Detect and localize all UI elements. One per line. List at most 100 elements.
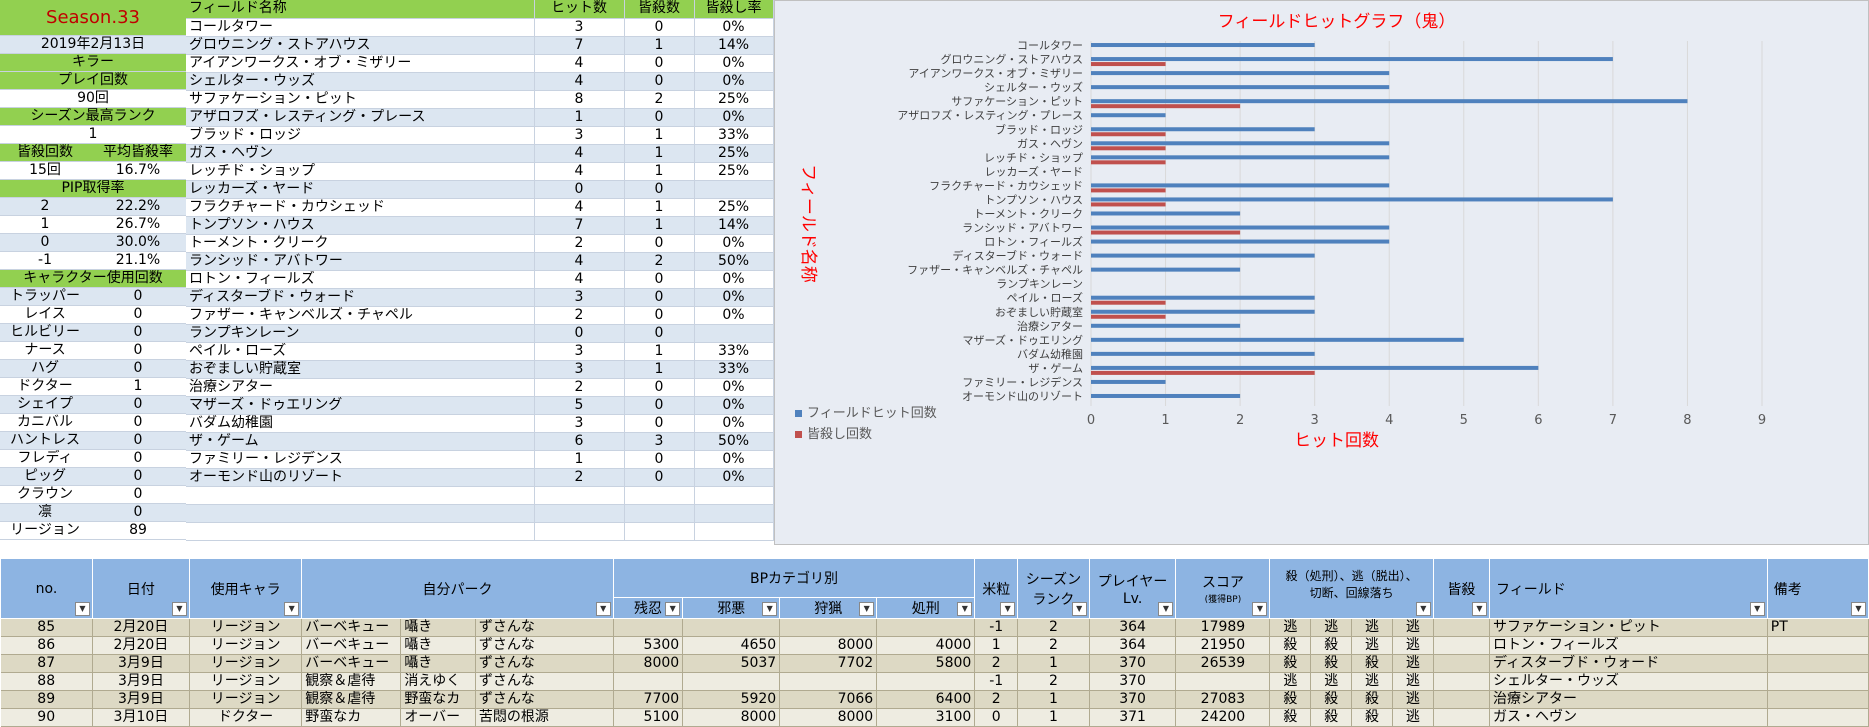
log-bp-hunter[interactable]: 8000 (779, 636, 878, 655)
log-bp-brutality[interactable] (613, 618, 684, 637)
log-char[interactable]: リージョン (189, 672, 303, 691)
log-result[interactable]: 殺 (1269, 708, 1312, 727)
log-no[interactable]: 85 (0, 618, 93, 637)
log-result[interactable]: 逃 (1392, 708, 1434, 727)
log-no[interactable]: 87 (0, 654, 93, 673)
log-no[interactable]: 90 (0, 708, 93, 727)
log-score[interactable]: 21950 (1175, 636, 1271, 655)
log-rank[interactable]: 1 (1017, 654, 1090, 673)
col-bp-sacrifice[interactable]: 処刑 ▼ (876, 597, 976, 619)
log-perk[interactable]: 野蛮なカ (301, 708, 402, 727)
col-lv[interactable]: プレイヤーLv. ▼ (1088, 558, 1177, 619)
log-result[interactable]: 逃 (1392, 636, 1434, 655)
log-perk[interactable]: 囁き (400, 636, 476, 655)
log-pip[interactable]: 0 (974, 708, 1019, 727)
log-bp-hunter[interactable] (779, 618, 878, 637)
log-pip[interactable]: -1 (974, 672, 1019, 691)
log-bp-sacrifice[interactable] (876, 672, 976, 691)
log-perk[interactable]: オーバー (400, 708, 476, 727)
log-result[interactable]: 殺 (1351, 654, 1393, 673)
col-field[interactable]: フィールド ▼ (1488, 558, 1768, 619)
filter-dropdown-icon[interactable]: ▼ (1071, 602, 1087, 616)
log-result[interactable]: 殺 (1269, 654, 1312, 673)
log-bp-sacrifice[interactable] (876, 618, 976, 637)
log-perk[interactable]: バーベキュー (301, 654, 402, 673)
filter-dropdown-icon[interactable]: ▼ (171, 602, 187, 616)
log-score[interactable]: 27083 (1175, 690, 1271, 709)
log-lv[interactable]: 370 (1089, 672, 1177, 691)
filter-dropdown-icon[interactable]: ▼ (1000, 602, 1016, 616)
log-lv[interactable]: 371 (1089, 708, 1177, 727)
log-no[interactable]: 86 (0, 636, 93, 655)
filter-dropdown-icon[interactable]: ▼ (74, 602, 90, 616)
log-result[interactable]: 殺 (1310, 708, 1353, 727)
log-result[interactable]: 逃 (1351, 672, 1393, 691)
log-pip[interactable]: 2 (974, 690, 1019, 709)
log-result[interactable]: 殺 (1310, 654, 1353, 673)
log-date[interactable]: 3月9日 (92, 654, 190, 673)
log-field[interactable]: ロトン・フィールズ (1489, 636, 1768, 655)
log-bp-brutality[interactable]: 5300 (613, 636, 684, 655)
filter-dropdown-icon[interactable]: ▼ (1851, 602, 1866, 616)
log-perk[interactable]: ずさんな (475, 690, 614, 709)
log-result[interactable]: 逃 (1392, 672, 1434, 691)
log-field[interactable]: ガス・ヘヴン (1489, 708, 1768, 727)
log-bp-sacrifice[interactable]: 3100 (876, 708, 976, 727)
log-allkill[interactable] (1433, 690, 1490, 709)
log-field[interactable]: ディスターブド・ウォード (1489, 654, 1768, 673)
log-rank[interactable]: 2 (1017, 618, 1090, 637)
log-char[interactable]: リージョン (189, 654, 303, 673)
log-bp-brutality[interactable]: 5100 (613, 708, 684, 727)
col-perks[interactable]: 自分パーク ▼ (301, 558, 614, 619)
log-result[interactable]: 殺 (1351, 690, 1393, 709)
log-note[interactable] (1767, 690, 1869, 709)
log-result[interactable]: 殺 (1351, 708, 1393, 727)
col-no[interactable]: no. ▼ (0, 558, 93, 619)
log-lv[interactable]: 364 (1089, 618, 1177, 637)
log-lv[interactable]: 370 (1089, 654, 1177, 673)
log-date[interactable]: 2月20日 (92, 618, 190, 637)
log-bp-hunter[interactable]: 8000 (779, 708, 878, 727)
col-pip[interactable]: 米粒 ▼ (974, 558, 1019, 619)
log-result[interactable]: 逃 (1269, 618, 1312, 637)
filter-dropdown-icon[interactable]: ▼ (1158, 602, 1174, 616)
log-bp-sacrifice[interactable]: 5800 (876, 654, 976, 673)
log-no[interactable]: 88 (0, 672, 93, 691)
log-rank[interactable]: 1 (1017, 690, 1090, 709)
log-result[interactable]: 殺 (1310, 636, 1353, 655)
col-char[interactable]: 使用キャラ ▼ (188, 558, 303, 619)
log-bp-brutality[interactable]: 7700 (613, 690, 684, 709)
log-result[interactable]: 逃 (1392, 618, 1434, 637)
log-perk[interactable]: 苦悶の根源 (475, 708, 614, 727)
log-bp-hunter[interactable]: 7702 (779, 654, 878, 673)
log-field[interactable]: 治療シアター (1489, 690, 1768, 709)
filter-dropdown-icon[interactable]: ▼ (1749, 602, 1765, 616)
log-char[interactable]: リージョン (189, 690, 303, 709)
log-result[interactable]: 逃 (1351, 618, 1393, 637)
log-date[interactable]: 3月9日 (92, 672, 190, 691)
filter-dropdown-icon[interactable]: ▼ (957, 602, 973, 616)
log-perk[interactable]: 野蛮なカ (400, 690, 476, 709)
log-bp-sacrifice[interactable]: 4000 (876, 636, 976, 655)
log-perk[interactable]: 消えゆく (400, 672, 476, 691)
filter-dropdown-icon[interactable]: ▼ (1252, 602, 1268, 616)
col-score[interactable]: スコア (獲得BP) ▼ (1175, 558, 1271, 619)
log-bp-deviousness[interactable]: 5920 (682, 690, 781, 709)
log-allkill[interactable] (1433, 672, 1490, 691)
log-date[interactable]: 3月9日 (92, 690, 190, 709)
log-note[interactable] (1767, 654, 1869, 673)
log-result[interactable]: 逃 (1351, 636, 1393, 655)
log-result[interactable]: 逃 (1269, 672, 1312, 691)
col-allkill[interactable]: 皆殺 ▼ (1432, 558, 1490, 619)
col-result[interactable]: 殺（処刑）、逃（脱出）、切断、回線落ち ▼ (1269, 558, 1434, 619)
log-perk[interactable]: 観察＆虐待 (301, 672, 402, 691)
log-lv[interactable]: 370 (1089, 690, 1177, 709)
filter-dropdown-icon[interactable]: ▼ (1471, 602, 1487, 616)
col-date[interactable]: 日付 ▼ (91, 558, 190, 619)
log-rank[interactable]: 1 (1017, 708, 1090, 727)
log-bp-deviousness[interactable]: 5037 (682, 654, 781, 673)
log-result[interactable]: 殺 (1269, 690, 1312, 709)
log-perk[interactable]: ずさんな (475, 618, 614, 637)
log-result[interactable]: 殺 (1269, 636, 1312, 655)
log-rank[interactable]: 2 (1017, 636, 1090, 655)
